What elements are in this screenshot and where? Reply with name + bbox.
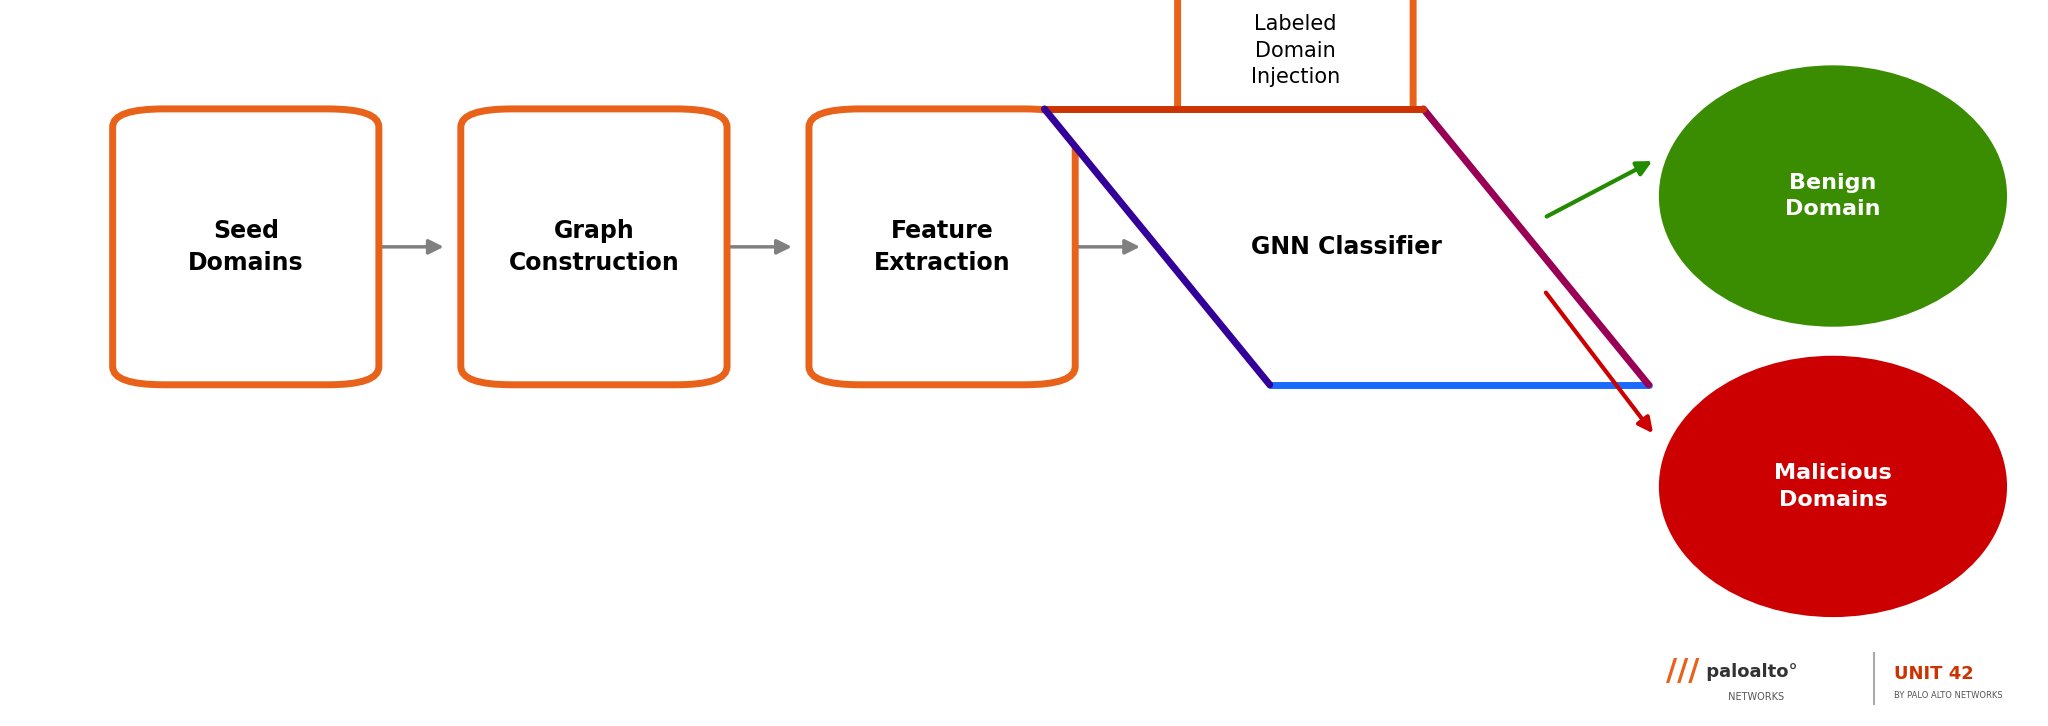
Text: Labeled
Domain
Injection: Labeled Domain Injection <box>1251 15 1339 87</box>
Text: Graph
Construction: Graph Construction <box>508 219 680 274</box>
Text: Malicious
Domains: Malicious Domains <box>1774 463 1892 510</box>
Ellipse shape <box>1659 356 2007 617</box>
Text: UNIT 42: UNIT 42 <box>1894 665 1974 682</box>
Polygon shape <box>1044 109 1649 385</box>
FancyBboxPatch shape <box>809 109 1075 385</box>
Text: paloalto°: paloalto° <box>1700 663 1798 680</box>
FancyBboxPatch shape <box>461 109 727 385</box>
Text: Benign
Domain: Benign Domain <box>1786 173 1880 219</box>
Text: NETWORKS: NETWORKS <box>1700 692 1784 702</box>
Text: Feature
Extraction: Feature Extraction <box>874 219 1010 274</box>
Ellipse shape <box>1659 65 2007 327</box>
Text: GNN Classifier: GNN Classifier <box>1251 234 1442 259</box>
FancyBboxPatch shape <box>1178 0 1413 203</box>
Text: Seed
Domains: Seed Domains <box>188 219 303 274</box>
FancyBboxPatch shape <box>113 109 379 385</box>
Text: ///: /// <box>1667 657 1700 686</box>
Text: BY PALO ALTO NETWORKS: BY PALO ALTO NETWORKS <box>1894 691 2003 700</box>
